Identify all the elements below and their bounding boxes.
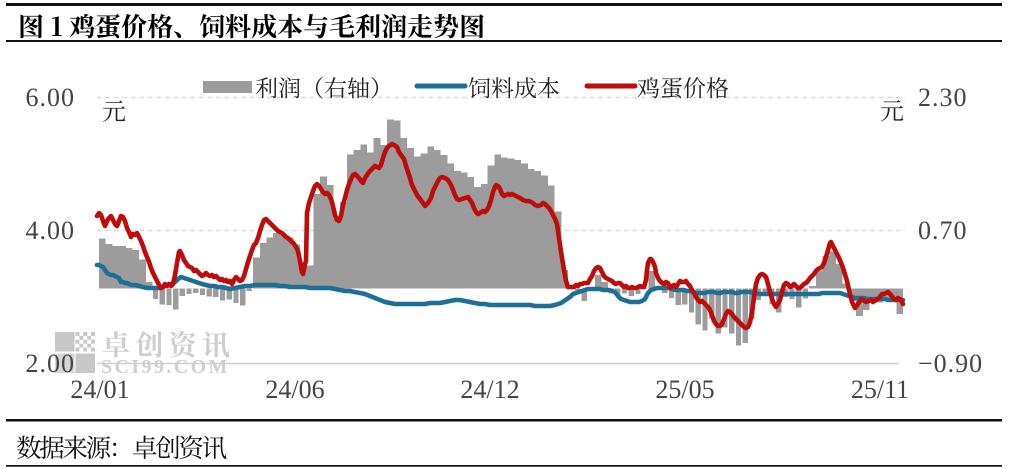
svg-text:4.00: 4.00 xyxy=(26,216,76,245)
svg-text:25/05: 25/05 xyxy=(655,375,714,404)
svg-text:2.00: 2.00 xyxy=(26,349,76,378)
svg-text:24/06: 24/06 xyxy=(265,375,324,404)
svg-text:0.70: 0.70 xyxy=(918,216,968,245)
svg-text:25/11: 25/11 xyxy=(851,375,909,404)
svg-text:−0.90: −0.90 xyxy=(918,349,983,378)
svg-text:24/01: 24/01 xyxy=(70,375,129,404)
svg-text:6.00: 6.00 xyxy=(26,83,76,112)
svg-text:SCI99.COM: SCI99.COM xyxy=(101,356,230,378)
svg-text:2.30: 2.30 xyxy=(918,83,968,112)
svg-text:24/12: 24/12 xyxy=(460,375,519,404)
